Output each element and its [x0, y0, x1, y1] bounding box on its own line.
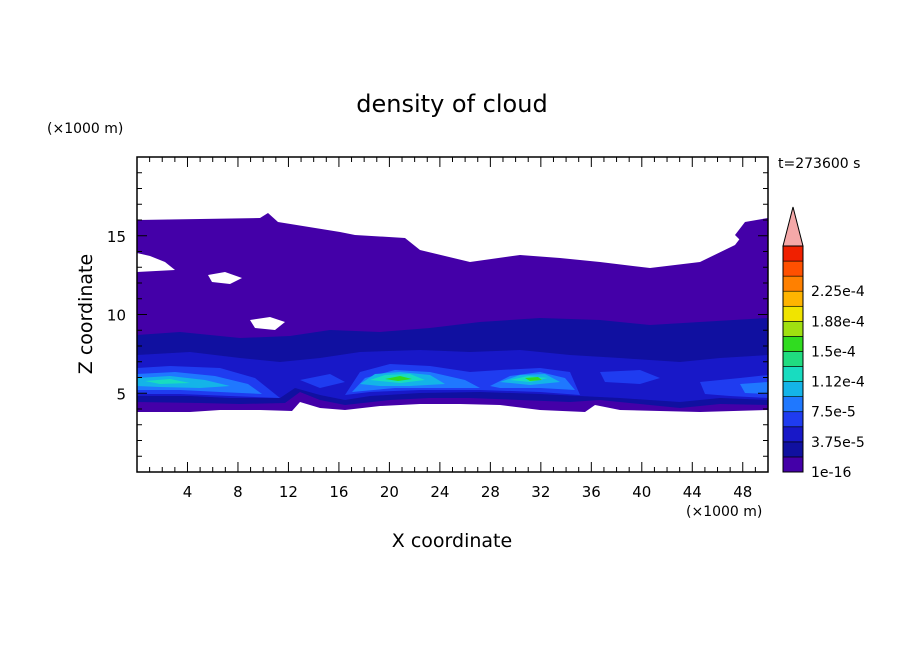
- cloud-band-4: [137, 370, 768, 394]
- colorbar-cell: [782, 426, 804, 443]
- cloud-gap-upper-left: [137, 253, 175, 272]
- cloud-band-6: [145, 374, 548, 384]
- colorbar: 1e-16 3.75e-5 7.5e-5 1.12e-4 1.5e-4 1.88e-4 2.…: [782, 206, 865, 481]
- colorbar-label: 3.75e-5: [811, 435, 865, 451]
- x-ticks: 4 8 12 16 20 24 28 32 36 40 44 48: [149, 157, 756, 501]
- cloud-band-5: [137, 372, 560, 388]
- y-axis-label: Z coordinate: [75, 254, 97, 374]
- cloud-band-7: [385, 376, 542, 381]
- colorbar-cell: [782, 275, 804, 292]
- colorbar-cell: [782, 290, 804, 307]
- cloud-blob-top-right: [735, 218, 768, 245]
- colorbar-cells: [782, 245, 804, 473]
- y-tick-label: 15: [107, 228, 126, 246]
- colorbar-cell: [782, 381, 804, 397]
- y-tick-label: 5: [116, 385, 126, 403]
- colorbar-label: 1.5e-4: [811, 344, 856, 360]
- time-label: t=273600 s: [778, 156, 860, 172]
- colorbar-cell: [782, 351, 804, 367]
- y-ticks: 5 10 15: [107, 172, 768, 457]
- x-tick-label: 40: [632, 483, 651, 501]
- x-tick-label: 4: [183, 483, 193, 501]
- colorbar-frame: [782, 245, 804, 473]
- x-tick-label: 12: [279, 483, 298, 501]
- colorbar-overflow-arrow: [782, 206, 804, 247]
- x-tick-label: 44: [683, 483, 702, 501]
- cloud-gap-10km: [250, 317, 285, 330]
- cloud-field: [137, 213, 768, 412]
- colorbar-cell: [782, 456, 804, 473]
- colorbar-cell: [782, 411, 804, 428]
- x-tick-label: 8: [233, 483, 243, 501]
- colorbar-label: 2.25e-4: [811, 284, 865, 300]
- x-tick-label: 16: [329, 483, 348, 501]
- colorbar-cell: [782, 245, 804, 262]
- colorbar-labels: 1e-16 3.75e-5 7.5e-5 1.12e-4 1.5e-4 1.88e-4 2.…: [811, 284, 865, 481]
- x-tick-label: 20: [380, 483, 399, 501]
- cloud-gap-mid-left: [208, 272, 242, 284]
- colorbar-label: 7.5e-5: [811, 405, 856, 421]
- colorbar-cell: [782, 260, 804, 277]
- chart-title: density of cloud: [356, 90, 547, 118]
- colorbar-cell: [782, 396, 804, 413]
- colorbar-label: 1e-16: [811, 465, 851, 481]
- y-unit-label: (×1000 m): [47, 121, 123, 137]
- colorbar-cell: [782, 366, 804, 382]
- x-tick-label: 36: [582, 483, 601, 501]
- colorbar-cell: [782, 336, 804, 352]
- x-tick-label: 48: [733, 483, 752, 501]
- colorbar-cell: [782, 305, 804, 322]
- y-tick-label: 10: [107, 307, 126, 325]
- colorbar-cell: [782, 441, 804, 458]
- x-axis-label: X coordinate: [392, 530, 512, 552]
- x-unit-label: (×1000 m): [686, 504, 762, 520]
- x-tick-label: 24: [430, 483, 449, 501]
- colorbar-label: 1.12e-4: [811, 375, 865, 391]
- colorbar-label: 1.88e-4: [811, 314, 865, 330]
- colorbar-cell: [782, 321, 804, 337]
- x-tick-label: 32: [531, 483, 550, 501]
- x-tick-label: 28: [481, 483, 500, 501]
